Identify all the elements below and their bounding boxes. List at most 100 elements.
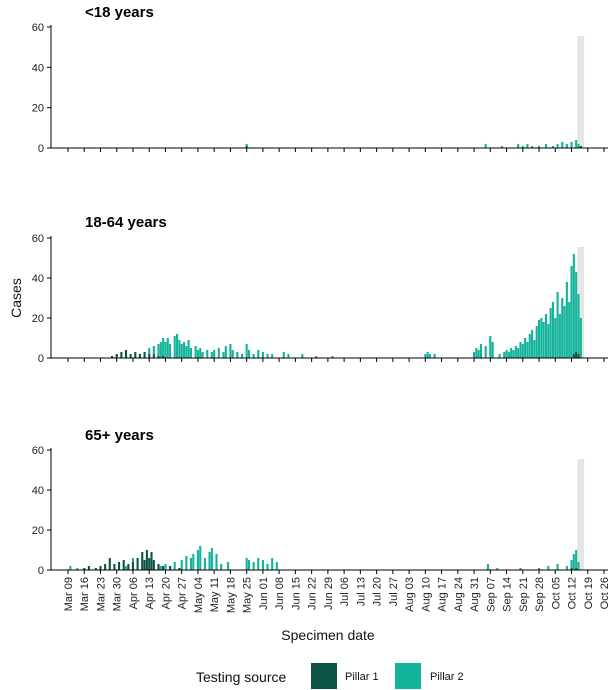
bar-pillar-2	[275, 562, 278, 570]
x-tick-label: May 11	[209, 577, 221, 612]
bar-pillar-2	[537, 320, 541, 358]
bar-pillar-2	[558, 314, 561, 358]
bar-pillar-2	[182, 342, 186, 358]
bar-pillar-2	[503, 352, 506, 358]
bar-pillar-1	[108, 558, 111, 570]
bar-pillar-2	[224, 346, 227, 358]
bar-pillar-2	[556, 292, 559, 358]
bar-pillar-2	[192, 554, 195, 570]
bar-pillar-2	[231, 350, 234, 358]
bar-pillar-2	[498, 354, 501, 358]
x-tick-label: Aug 03	[404, 577, 416, 612]
bar-pillar-1	[104, 564, 107, 570]
bar-pillar-2	[189, 348, 193, 358]
bar-pillar-2	[189, 558, 193, 570]
bar-pillar-2	[266, 354, 269, 358]
y-tick-label: 0	[38, 353, 44, 365]
x-tick-label: Aug 17	[437, 577, 449, 612]
bar-pillar-2	[215, 554, 218, 570]
bar-pillar-2	[524, 338, 527, 358]
bar-pillar-2	[572, 254, 575, 354]
bar-pillar-2	[507, 352, 510, 358]
bar-pillar-2	[178, 340, 181, 358]
bar-pillar-1	[152, 354, 155, 358]
x-tick-label: Jun 29	[323, 577, 335, 610]
bar-pillar-1	[118, 562, 121, 570]
x-tick-label: Jul 13	[355, 577, 367, 606]
bar-pillar-1	[143, 560, 146, 570]
bar-pillar-1	[127, 564, 130, 570]
y-tick-label: 20	[32, 313, 44, 325]
bar-pillar-2	[257, 558, 260, 570]
bar-pillar-2	[220, 564, 223, 570]
x-tick-label: Oct 26	[599, 577, 611, 609]
y-tick-label: 20	[32, 525, 44, 537]
bar-pillar-1	[87, 566, 90, 570]
bar-pillar-2	[208, 552, 211, 570]
legend-label-pillar-1: Pillar 1	[345, 671, 379, 683]
bar-pillar-2	[271, 354, 274, 358]
bar-pillar-2	[575, 139, 578, 148]
bar-pillar-2	[261, 560, 264, 570]
bar-pillar-1	[152, 560, 155, 570]
x-tick-label: Apr 20	[160, 577, 172, 609]
bar-pillar-2	[551, 302, 554, 358]
bar-pillar-2	[521, 145, 524, 148]
bar-pillar-1	[138, 354, 141, 358]
x-tick-label: Sep 14	[502, 577, 514, 612]
bar-pillar-2	[245, 558, 248, 570]
shaded-incomplete-period	[577, 247, 585, 358]
bar-pillar-2	[152, 346, 155, 354]
bar-pillar-2	[176, 334, 179, 358]
bar-pillar-2	[433, 354, 436, 358]
legend-title: Testing source	[196, 669, 286, 685]
bar-pillar-1	[134, 352, 137, 358]
x-tick-label: Apr 27	[177, 577, 189, 609]
panel-65-plus: 65+ years 0 20 40 60	[32, 427, 608, 577]
bar-pillar-2	[240, 354, 244, 358]
bar-pillar-2	[76, 568, 79, 570]
bar-pillar-2	[510, 348, 513, 358]
bar-pillar-2	[521, 344, 524, 358]
x-tick-label: Jul 20	[372, 577, 384, 606]
bar-pillar-2	[210, 548, 213, 570]
bar-pillar-2	[473, 352, 476, 358]
bar-pillar-2	[577, 294, 580, 354]
bar-pillar-1	[157, 564, 160, 570]
bar-pillar-2	[213, 350, 216, 358]
x-tick-label: Jun 22	[307, 577, 319, 610]
x-tick-label: Oct 19	[583, 577, 595, 609]
y-tick-label: 60	[32, 22, 44, 34]
bar-pillar-1	[148, 354, 151, 358]
bar-pillar-2	[227, 562, 230, 570]
bar-pillar-1	[124, 350, 128, 358]
bar-pillar-2	[556, 143, 559, 148]
bar-pillar-2	[484, 346, 487, 358]
bar-pillar-2	[180, 344, 183, 358]
bar-pillar-2	[517, 348, 520, 358]
bar-pillar-1	[579, 145, 582, 148]
bar-pillar-1	[120, 352, 123, 358]
x-tick-label: Oct 12	[567, 577, 579, 609]
bar-pillar-1	[115, 354, 118, 358]
bar-pillar-2	[514, 346, 517, 358]
bar-pillar-2	[549, 308, 552, 358]
bar-pillar-2	[199, 348, 202, 358]
bar-pillar-2	[124, 566, 128, 570]
bar-pillar-1	[129, 354, 132, 358]
bar-pillar-1	[162, 566, 165, 570]
bar-pillar-1	[162, 356, 165, 358]
y-tick-label: 0	[38, 143, 44, 155]
bar-pillar-2	[203, 558, 206, 570]
bar-pillar-2	[540, 318, 543, 358]
bar-pillar-1	[83, 568, 86, 570]
bar-pillar-2	[579, 318, 582, 358]
bar-pillar-2	[572, 554, 575, 570]
bar-pillar-2	[537, 568, 541, 570]
bar-pillar-2	[477, 350, 480, 358]
x-tick-labels: Mar 09 Mar 16 Mar 23 Mar 30 Apr 06 Apr 13 Apr …	[63, 577, 611, 613]
bar-pillar-2	[526, 342, 529, 358]
bar-pillar-2	[245, 143, 248, 146]
bar-pillar-2	[491, 342, 494, 358]
bar-pillar-2	[196, 550, 199, 570]
